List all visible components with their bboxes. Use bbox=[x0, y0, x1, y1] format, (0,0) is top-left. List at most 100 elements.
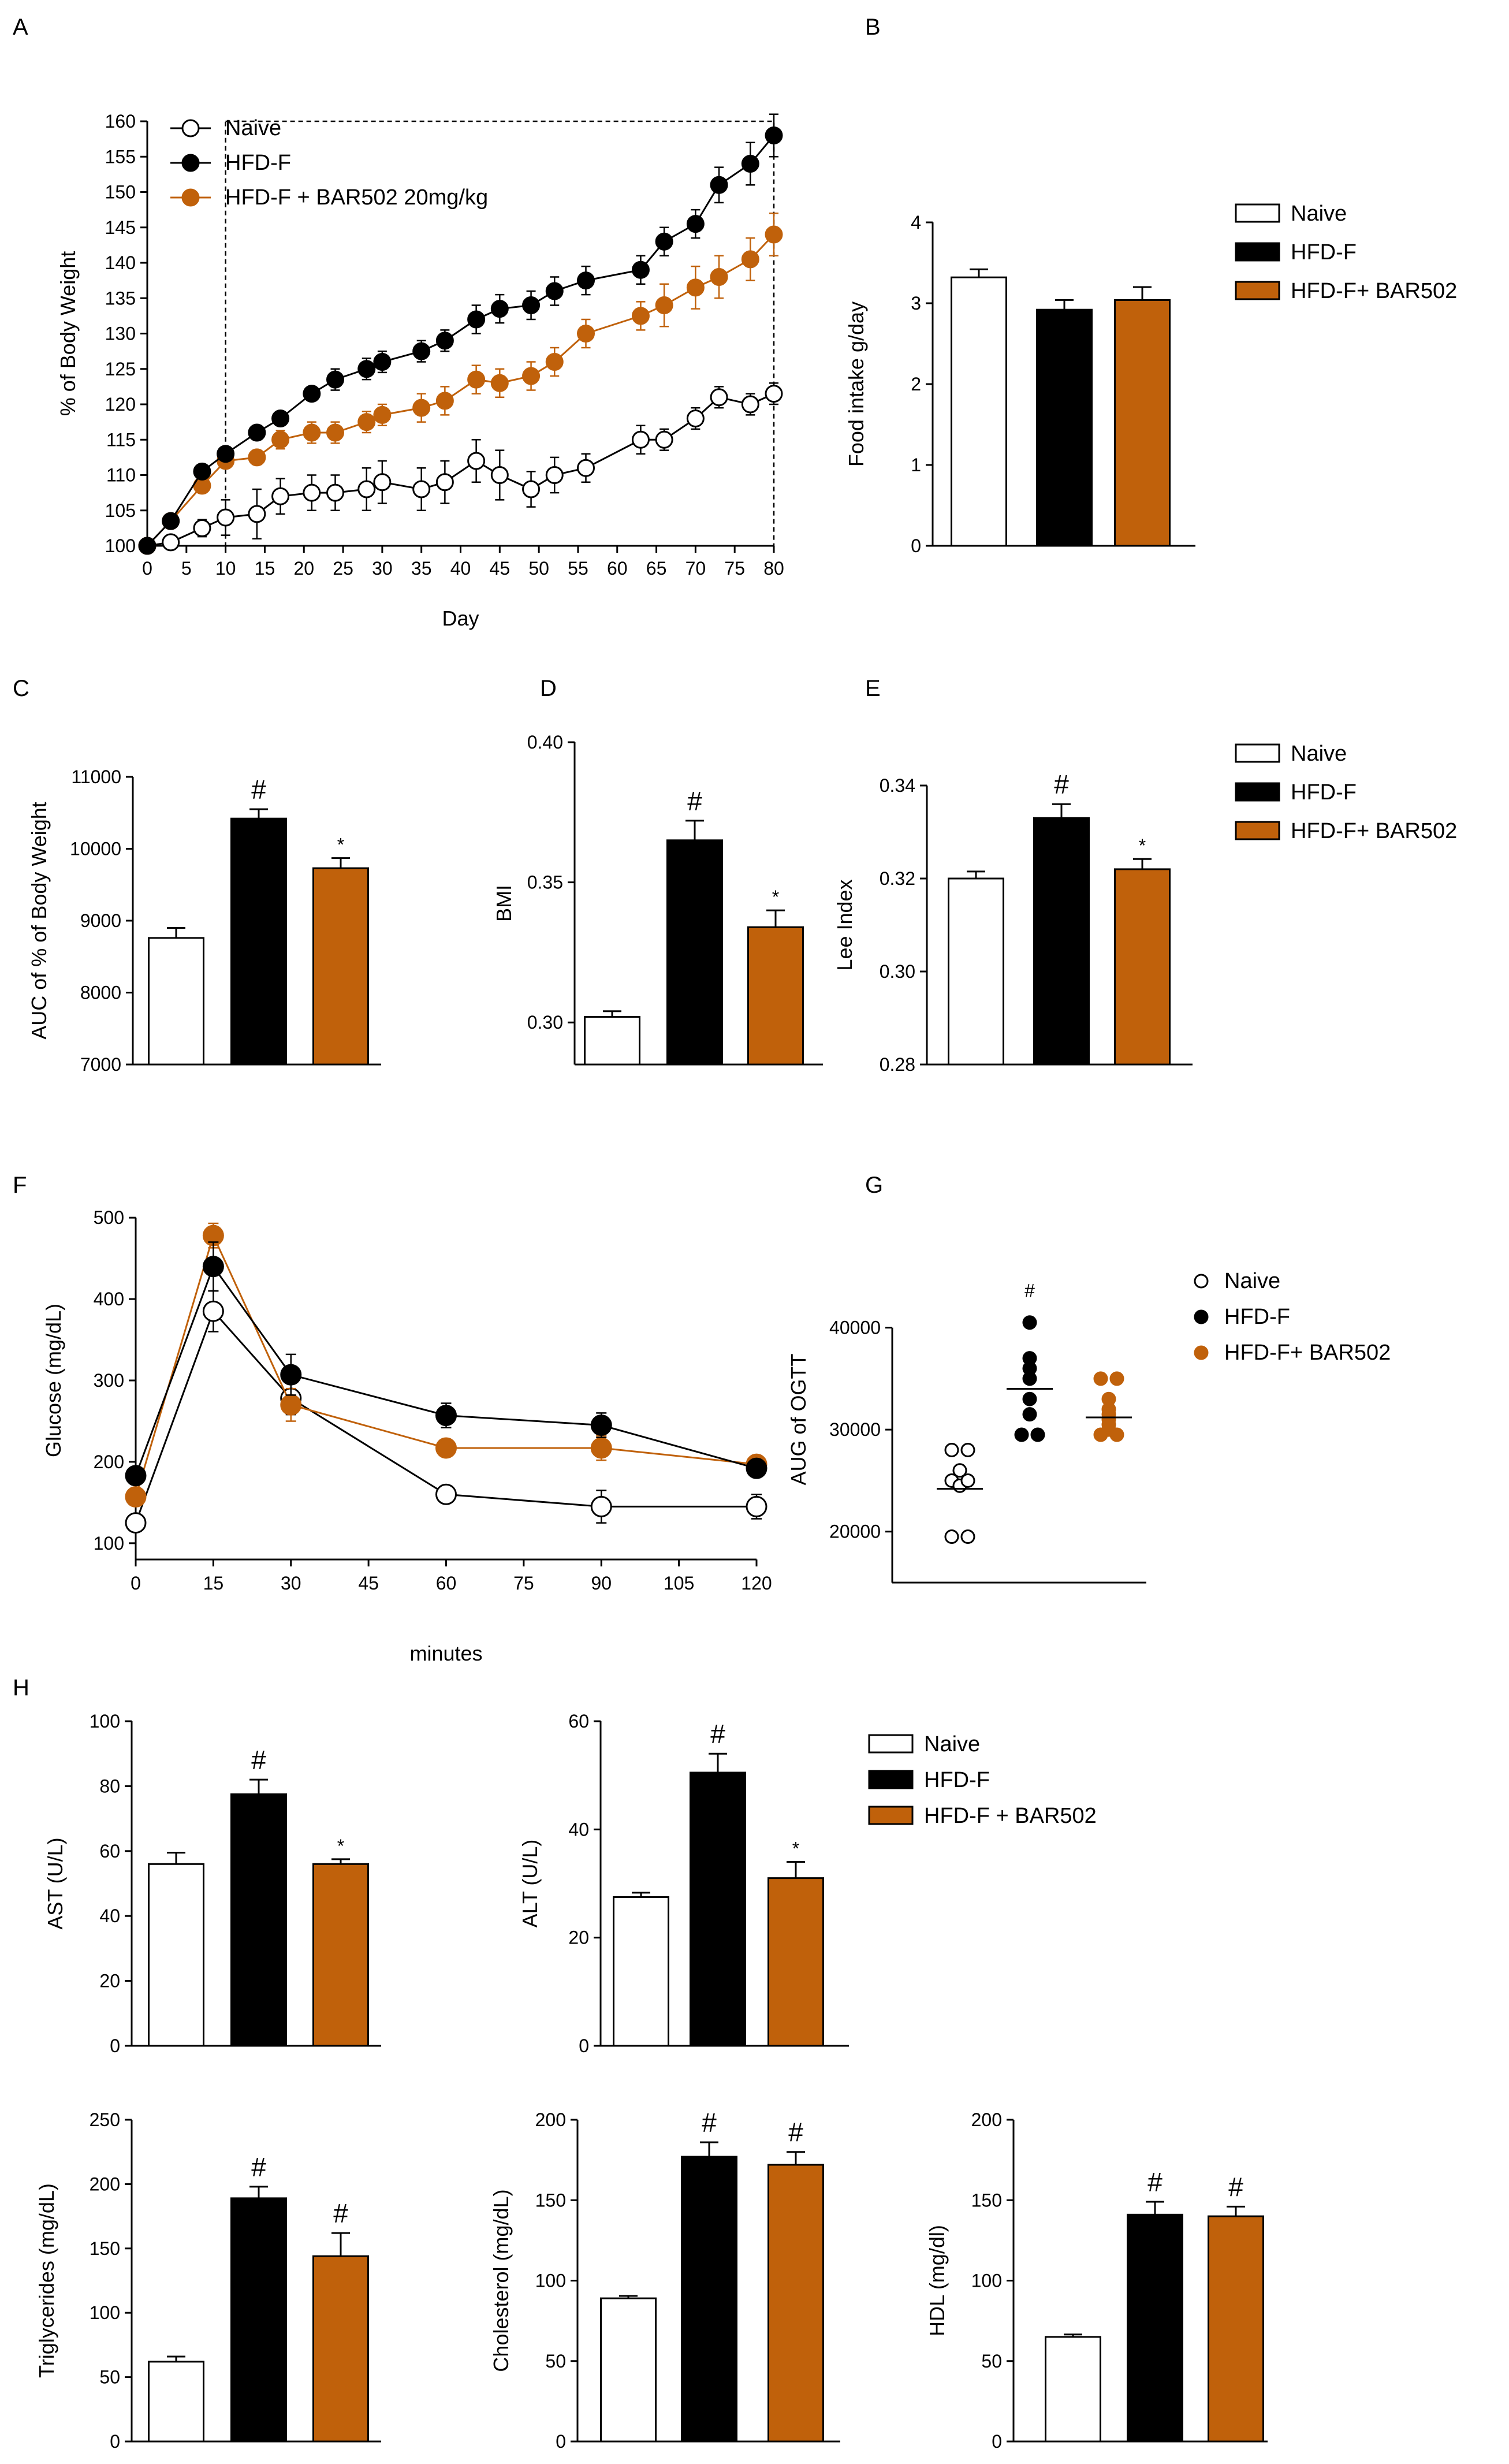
y-tick-label: 0 bbox=[110, 2431, 120, 2452]
data-point bbox=[217, 445, 235, 463]
bar-hfd-f bbox=[681, 2156, 737, 2443]
y-tick-label: 140 bbox=[105, 252, 136, 273]
y-tick-label: 0 bbox=[911, 535, 921, 556]
y-tick-label: 8000 bbox=[80, 982, 121, 1003]
y-tick-label: 125 bbox=[105, 359, 136, 379]
legend-label: HFD-F bbox=[1291, 240, 1357, 265]
data-point bbox=[435, 1483, 457, 1505]
data-point bbox=[686, 410, 705, 427]
chart-H-CHOL: 0 50 100 150 200 Cholesterol (mg/dL) # # bbox=[489, 2108, 840, 2452]
data-point bbox=[280, 1394, 302, 1416]
y-tick-label: 150 bbox=[971, 2190, 1002, 2210]
scatter-point bbox=[960, 1473, 975, 1488]
chart-D: 0.30 0.35 0.40 BMI # * bbox=[492, 732, 823, 1066]
data-point bbox=[303, 423, 321, 442]
bar-hfd-f-bar502 bbox=[767, 2164, 824, 2443]
y-axis-label: AUC of % of Body Weight bbox=[27, 802, 51, 1040]
data-point bbox=[162, 512, 180, 530]
chart-H-ALT: 0 20 40 60 ALT (U/L) # * bbox=[518, 1711, 849, 2056]
significance-mark: * bbox=[772, 887, 779, 907]
y-tick-label: 0.30 bbox=[880, 961, 915, 982]
bar-naive bbox=[584, 1016, 640, 1066]
bar-hfd-f-bar502 bbox=[312, 867, 369, 1066]
legend-marker bbox=[181, 188, 200, 207]
data-point bbox=[435, 1437, 457, 1459]
y-tick-label: 20000 bbox=[829, 1521, 881, 1542]
data-point bbox=[710, 388, 728, 407]
data-point bbox=[577, 325, 595, 343]
scatter-point bbox=[1109, 1427, 1124, 1442]
legend-label: Naive bbox=[1224, 1269, 1280, 1293]
x-tick-label: 60 bbox=[607, 558, 628, 579]
x-tick-label: 55 bbox=[568, 558, 588, 579]
y-tick-label: 160 bbox=[105, 111, 136, 132]
data-point bbox=[522, 480, 541, 498]
x-tick-label: 60 bbox=[436, 1573, 457, 1594]
x-tick-label: 15 bbox=[203, 1573, 224, 1594]
data-point bbox=[193, 519, 211, 537]
bar-hfd-f bbox=[666, 839, 723, 1066]
y-tick-label: 110 bbox=[106, 465, 136, 486]
y-tick-label: 100 bbox=[94, 1533, 124, 1554]
x-tick-label: 45 bbox=[490, 558, 511, 579]
legend-label: HFD-F+ BAR502 bbox=[1291, 279, 1457, 303]
y-tick-label: 155 bbox=[105, 146, 136, 167]
data-point bbox=[655, 232, 673, 251]
x-tick-label: 0 bbox=[142, 558, 152, 579]
chart-A: 100105110115120125130135140145150155160%… bbox=[56, 111, 784, 630]
bar-hfd-f bbox=[230, 2197, 287, 2443]
legend-marker bbox=[1194, 1345, 1209, 1360]
legend-marker bbox=[181, 119, 200, 137]
bar-hfd-f-bar502 bbox=[747, 926, 804, 1066]
data-point bbox=[710, 176, 728, 194]
x-tick-label: 10 bbox=[215, 558, 236, 579]
data-point bbox=[303, 385, 321, 403]
legend-label: HFD-F+ BAR502 bbox=[1224, 1341, 1391, 1365]
bar-hfd-f-bar502 bbox=[767, 1877, 824, 2047]
legend-swatch bbox=[1235, 782, 1280, 802]
data-point bbox=[765, 225, 783, 244]
dashed-box bbox=[225, 120, 775, 547]
significance-mark: # bbox=[251, 775, 266, 805]
x-tick-label: 0 bbox=[131, 1573, 141, 1594]
series-line-naive bbox=[135, 1309, 757, 1524]
data-point bbox=[357, 413, 376, 431]
bar-hfd-f bbox=[1127, 2213, 1183, 2443]
data-point bbox=[125, 1512, 147, 1534]
significance-mark: # bbox=[710, 1719, 725, 1749]
legend-B: Naive HFD-F HFD-F+ BAR502 bbox=[1235, 202, 1457, 303]
scatter-point bbox=[944, 1529, 959, 1544]
bar-naive bbox=[1045, 2336, 1101, 2443]
panel-label-G: G bbox=[865, 1173, 883, 1198]
y-tick-label: 11000 bbox=[71, 766, 121, 787]
scatter-point bbox=[1109, 1371, 1124, 1386]
data-point bbox=[202, 1300, 224, 1322]
chart-E: 0.28 0.30 0.32 0.34 Lee Index # * bbox=[833, 769, 1193, 1075]
data-point bbox=[490, 300, 509, 318]
x-tick-label: 45 bbox=[358, 1573, 379, 1594]
y-tick-label: 0.32 bbox=[880, 868, 915, 889]
data-point bbox=[545, 353, 564, 371]
legend-swatch bbox=[868, 1734, 914, 1754]
legend-label: Naive bbox=[924, 1732, 980, 1756]
scatter-point bbox=[1014, 1427, 1029, 1442]
panel-label-E: E bbox=[865, 676, 881, 701]
y-tick-label: 1 bbox=[911, 455, 921, 475]
y-tick-label: 100 bbox=[90, 1711, 120, 1732]
data-point bbox=[467, 370, 486, 389]
data-point bbox=[326, 423, 344, 442]
y-tick-label: 0.35 bbox=[527, 872, 563, 893]
legend-label: Naive bbox=[1291, 202, 1347, 226]
y-tick-label: 400 bbox=[94, 1289, 124, 1309]
bar-naive bbox=[951, 276, 1007, 547]
legend-A: Naive HFD-F HFD-F + BAR502 20mg/kg bbox=[170, 116, 488, 210]
y-tick-label: 0.40 bbox=[527, 732, 563, 753]
significance-mark: * bbox=[337, 1836, 344, 1856]
legend-label: HFD-F + BAR502 20mg/kg bbox=[225, 185, 488, 210]
y-axis-label: AUG of OGTT bbox=[787, 1353, 810, 1485]
data-point bbox=[545, 466, 564, 484]
x-tick-label: 35 bbox=[411, 558, 432, 579]
x-tick-label: 25 bbox=[333, 558, 353, 579]
data-point bbox=[125, 1486, 147, 1508]
data-point bbox=[435, 473, 454, 492]
